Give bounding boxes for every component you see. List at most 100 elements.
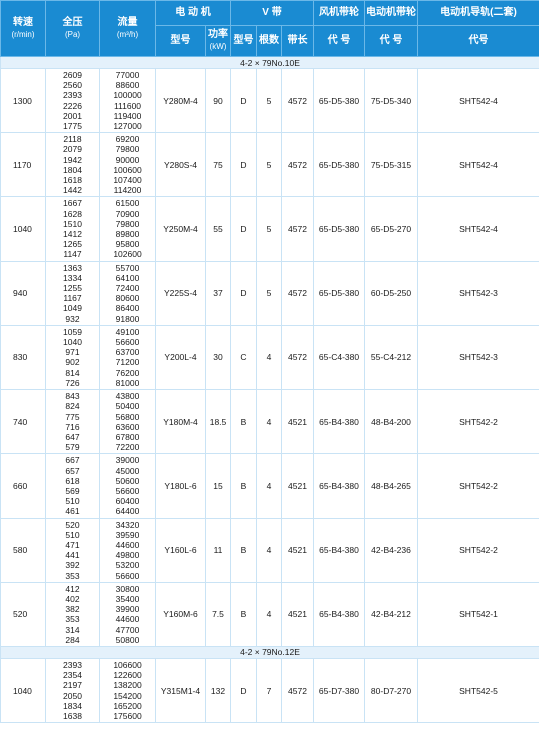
pressure-value: 1618 xyxy=(63,175,82,186)
pressure-value: 2560 xyxy=(63,80,82,91)
belt-length-cell: 4521 xyxy=(280,581,315,647)
flow-value: 56600 xyxy=(115,337,140,348)
flow-value: 43800 xyxy=(115,391,140,402)
header-fan-pulley: 风机带轮 xyxy=(313,0,366,26)
flow-value: 111600 xyxy=(113,100,142,111)
motor-pulley-cell: 42-B4-236 xyxy=(364,517,419,583)
belt-type-cell: D xyxy=(230,67,257,134)
pressure-value: 1667 xyxy=(63,198,82,209)
section-title: 4-2 × 79No.10E xyxy=(0,56,539,69)
motor-power-cell: 37 xyxy=(205,260,231,326)
fan-pulley-cell: 65-B4-380 xyxy=(313,517,366,583)
flow-value: 70900 xyxy=(115,208,140,219)
belt-type-cell: B xyxy=(230,453,257,519)
flow-cell: 61500 70900 79800 89800 95800 102600 xyxy=(99,196,156,262)
flow-value: 39000 xyxy=(115,455,140,466)
flow-value: 63600 xyxy=(115,421,140,432)
pressure-value: 461 xyxy=(65,506,80,517)
table-row: 660 667 657 618 569 510 461 39000 45000 50600 5660… xyxy=(0,453,539,519)
section-title-row: 4-2 × 79No.12E xyxy=(0,645,539,659)
motor-power-cell: 30 xyxy=(205,324,231,391)
flow-value: 56800 xyxy=(115,411,140,422)
belt-type-cell: B xyxy=(230,389,257,455)
rail-cell: SHT542-4 xyxy=(417,67,539,134)
pressure-value: 353 xyxy=(65,614,80,625)
pressure-value: 2226 xyxy=(63,100,82,111)
flow-value: 165200 xyxy=(113,700,142,711)
flow-value: 30800 xyxy=(115,583,140,594)
pressure-value: 618 xyxy=(65,475,80,486)
flow-value: 119400 xyxy=(113,110,142,121)
pressure-value: 2393 xyxy=(63,90,82,101)
motor-pulley-cell: 48-B4-200 xyxy=(364,389,419,455)
table-body: 4-2 × 79No.10E 1300 2609 2560 2393 2226 2001 17… xyxy=(0,56,539,724)
pressure-value: 569 xyxy=(65,485,80,496)
table-header: 转速 (r/min) 全压 (Pa) 流量 (m³/h) 电 动 机 V 带 风机带轮… xyxy=(0,0,539,57)
speed-cell: 940 xyxy=(0,260,46,326)
flow-value: 138200 xyxy=(113,680,142,691)
pressure-value: 1510 xyxy=(63,218,82,229)
rail-cell: SHT542-2 xyxy=(417,453,539,519)
belt-type-cell: C xyxy=(230,324,257,391)
flow-value: 61500 xyxy=(115,198,140,209)
flow-cell: 34320 39590 44600 49800 53200 56600 xyxy=(99,517,156,583)
fan-pulley-cell: 65-B4-380 xyxy=(313,581,366,647)
motor-model-cell: Y315M1-4 xyxy=(155,657,206,724)
motor-power-cell: 75 xyxy=(205,132,231,198)
header-pressure: 全压 (Pa) xyxy=(45,0,100,57)
belt-count-cell: 5 xyxy=(256,132,282,198)
flow-value: 60400 xyxy=(115,496,140,507)
flow-value: 79800 xyxy=(115,218,140,229)
pressure-value: 2050 xyxy=(63,690,82,701)
pressure-value: 284 xyxy=(65,634,80,645)
pressure-cell: 2118 2079 1942 1804 1618 1442 xyxy=(45,132,100,198)
belt-length-cell: 4572 xyxy=(280,132,315,198)
belt-count-cell: 5 xyxy=(256,260,282,326)
fan-pulley-cell: 65-D5-380 xyxy=(313,132,366,198)
motor-pulley-cell: 65-D5-270 xyxy=(364,196,419,262)
pressure-value: 726 xyxy=(65,377,80,388)
table-row: 940 1363 1334 1255 1167 1049 932 55700 64100 7240… xyxy=(0,260,539,326)
belt-length-cell: 4572 xyxy=(280,67,315,134)
belt-length-cell: 4572 xyxy=(280,324,315,391)
pressure-value: 1775 xyxy=(63,121,82,132)
pressure-value: 1412 xyxy=(63,229,82,240)
flow-value: 80600 xyxy=(115,293,140,304)
flow-value: 127000 xyxy=(113,121,142,132)
header-rail-code: 代号 xyxy=(417,25,539,57)
flow-value: 175600 xyxy=(113,710,142,721)
fan-pulley-cell: 65-C4-380 xyxy=(313,324,366,391)
flow-value: 100600 xyxy=(113,164,142,175)
header-motor-model: 型号 xyxy=(155,25,206,57)
motor-model-cell: Y280M-4 xyxy=(155,67,206,134)
header-motor-rail: 电动机导轨(二套) xyxy=(417,0,539,26)
pressure-value: 441 xyxy=(65,550,80,561)
flow-value: 77000 xyxy=(115,70,140,80)
pressure-value: 902 xyxy=(65,357,80,368)
pressure-value: 520 xyxy=(65,519,80,530)
header-fan-pulley-code: 代 号 xyxy=(313,25,366,57)
motor-pulley-cell: 75-D5-315 xyxy=(364,132,419,198)
motor-model-cell: Y280S-4 xyxy=(155,132,206,198)
pressure-value: 1804 xyxy=(63,164,82,175)
motor-model-cell: Y180L-6 xyxy=(155,453,206,519)
header-speed: 转速 (r/min) xyxy=(0,0,46,57)
flow-cell: 55700 64100 72400 80600 86400 91800 xyxy=(99,260,156,326)
belt-type-cell: D xyxy=(230,657,257,724)
flow-value: 122600 xyxy=(113,670,142,681)
motor-pulley-cell: 55-C4-212 xyxy=(364,324,419,391)
flow-value: 35400 xyxy=(115,593,140,604)
rail-cell: SHT542-4 xyxy=(417,196,539,262)
fan-pulley-cell: 65-D7-380 xyxy=(313,657,366,724)
fan-pulley-cell: 65-D5-380 xyxy=(313,67,366,134)
pressure-value: 1167 xyxy=(63,293,82,304)
pressure-value: 971 xyxy=(65,347,80,358)
flow-value: 95800 xyxy=(115,239,140,250)
header-motor-power: 功率 (kW) xyxy=(205,25,231,57)
section-title: 4-2 × 79No.12E xyxy=(0,645,539,659)
speed-cell: 660 xyxy=(0,453,46,519)
flow-value: 107400 xyxy=(113,175,142,186)
flow-value: 44600 xyxy=(115,539,140,550)
speed-cell: 1040 xyxy=(0,196,46,262)
motor-power-cell: 11 xyxy=(205,517,231,583)
